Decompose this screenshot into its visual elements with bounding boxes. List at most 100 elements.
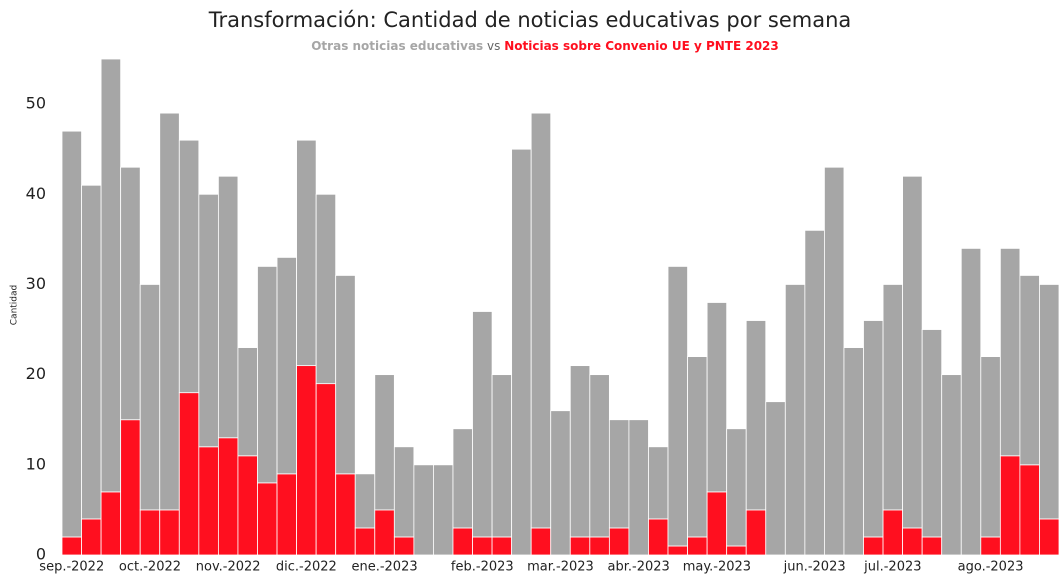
bar-segment (530, 112, 552, 529)
bar-segment (315, 193, 337, 385)
bar-segment (921, 536, 943, 556)
bar-segment (452, 428, 473, 529)
y-tick-label: 50 (26, 94, 46, 113)
bar-segment (413, 464, 434, 556)
x-tick-label: sep.-2022 (39, 560, 104, 575)
bar-segment (393, 536, 415, 556)
bar-segment (472, 311, 493, 538)
bar-segment (452, 527, 473, 556)
x-tick-label: may.-2023 (683, 560, 751, 575)
bar-segment (198, 446, 219, 556)
bar-segment (765, 401, 786, 556)
bar-segment (863, 320, 884, 538)
legend-entry: Otras noticias educativas (311, 39, 483, 53)
bar-segment (882, 509, 904, 556)
bar-segment (550, 410, 571, 556)
bar-segment (745, 509, 767, 556)
bar-segment (863, 536, 884, 556)
bar-segment (159, 509, 180, 556)
x-tick-label: ene.-2023 (351, 560, 417, 575)
bar-segment (335, 473, 356, 556)
bar-segment (139, 284, 161, 511)
bar-segment (1039, 518, 1059, 556)
bar-segment (335, 275, 356, 475)
bar-segment (706, 302, 728, 493)
bar-segment (81, 518, 102, 556)
bar-segment (843, 347, 864, 556)
bar-segment (1019, 464, 1040, 556)
bar-segment (491, 374, 513, 538)
y-axis-label: Cantidad (10, 285, 20, 325)
x-tick-label: abr.-2023 (608, 560, 670, 575)
bar-segment (745, 320, 767, 511)
y-tick-label: 20 (26, 364, 46, 383)
y-tick-label: 10 (26, 454, 46, 473)
bar-segment (120, 166, 141, 421)
bar-segment (902, 527, 923, 556)
bar-segment (178, 392, 200, 556)
x-tick-label: jun.-2023 (783, 560, 846, 575)
bar-segment (257, 482, 278, 556)
y-tick-label: 0 (36, 545, 46, 564)
bar-segment (999, 455, 1021, 556)
bar-segment (589, 374, 610, 538)
bar-segment (589, 536, 610, 556)
x-tick-label: dic.-2022 (276, 560, 337, 575)
bar-segment (1039, 284, 1059, 520)
bar-segment (178, 139, 200, 394)
bar-segment (726, 545, 747, 556)
x-tick-label: oct.-2022 (119, 560, 181, 575)
bar-segment (882, 284, 904, 511)
x-tick-label: nov.-2022 (196, 560, 261, 575)
bar-segment (315, 383, 337, 556)
legend-separator: vs (487, 39, 500, 53)
bar-segment (608, 419, 630, 529)
bar-segment (61, 536, 82, 556)
bar-segment (374, 509, 395, 556)
bar-segment (139, 509, 161, 556)
bar-segment (296, 139, 317, 367)
bar-segment (980, 356, 1001, 538)
bar-segment (354, 473, 376, 529)
bar-segment (667, 545, 688, 556)
bar-segment (159, 112, 180, 511)
bar-segment (296, 365, 317, 556)
bar-segment (999, 247, 1021, 457)
bar-segment (530, 527, 552, 556)
bar-segment (921, 329, 943, 538)
bar-segment (100, 491, 122, 556)
x-tick-label: jul.-2023 (863, 560, 921, 575)
bar-segment (804, 229, 825, 556)
bar-segment (120, 419, 141, 556)
bar-segment (687, 356, 708, 538)
x-tick-label: feb.-2023 (451, 560, 514, 575)
bar-segment (980, 536, 1001, 556)
bar-segment (217, 175, 239, 439)
bar-segment (257, 266, 278, 484)
bar-segment (433, 464, 454, 556)
bar-segment (667, 266, 688, 547)
bar-segment (1019, 275, 1040, 466)
bar-segment (276, 256, 297, 475)
bar-segment (217, 437, 239, 556)
bar-segment (354, 527, 376, 556)
y-tick-label: 30 (26, 274, 46, 293)
x-tick-label: ago.-2023 (958, 560, 1024, 575)
bar-segment (374, 374, 395, 511)
bar-segment (237, 347, 258, 457)
bar-segment (569, 365, 591, 538)
bar-segment (61, 130, 82, 538)
bar-segment (491, 536, 513, 556)
bar-segment (960, 247, 982, 556)
bar-segment (941, 374, 962, 556)
y-tick-label: 40 (26, 184, 46, 203)
bar-segment (198, 193, 219, 448)
bar-segment (902, 175, 923, 529)
chart-title: Transformación: Cantidad de noticias edu… (208, 8, 852, 32)
bar-segment (608, 527, 630, 556)
bar-segment (511, 148, 532, 556)
bar-segment (393, 446, 415, 538)
bar-segment (824, 166, 845, 556)
bar-segment (687, 536, 708, 556)
